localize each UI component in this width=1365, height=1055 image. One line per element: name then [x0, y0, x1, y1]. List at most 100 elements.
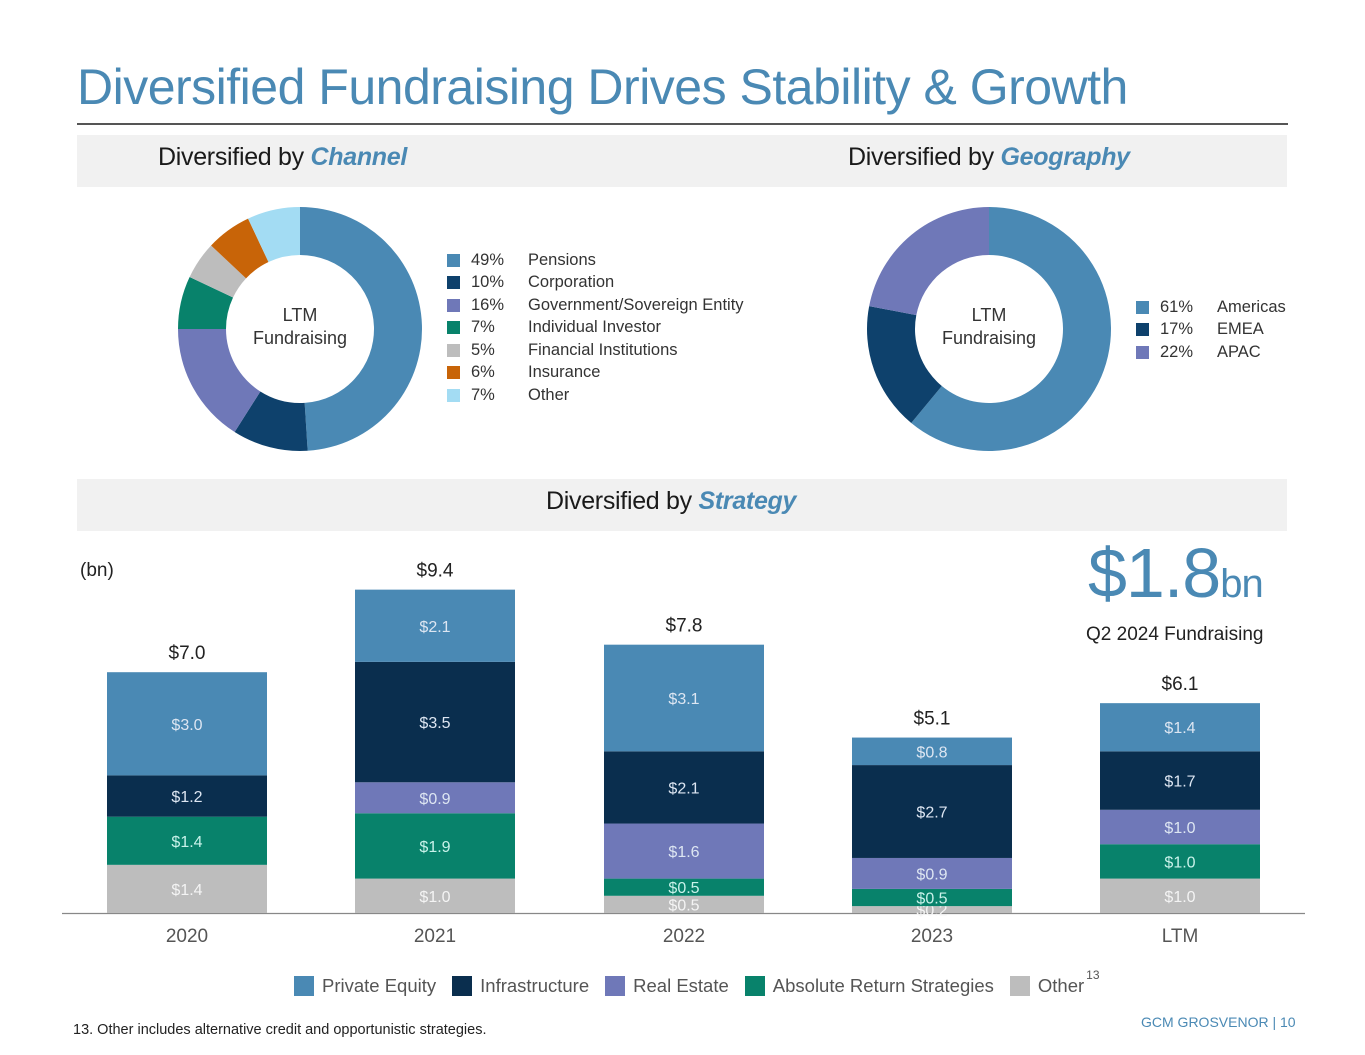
- channel-legend-item-other: 7% Other: [447, 384, 744, 407]
- legend-label: Absolute Return Strategies: [772, 975, 994, 996]
- top-section-band: [77, 135, 1287, 187]
- legend-percent: 49%: [471, 250, 505, 269]
- geography-slice-apac: [869, 207, 989, 316]
- data-label-infrastructure-2022: $2.1: [668, 780, 699, 797]
- strategy-legend-item-absolute-return-strategies: Absolute Return Strategies: [744, 975, 994, 997]
- data-label-private-equity-2023: $0.8: [916, 744, 947, 761]
- data-label-absolute-return-strategies-2022: $0.5: [668, 880, 699, 897]
- geography-slice-americas: [911, 207, 1111, 451]
- data-label-private-equity-2020: $3.0: [171, 717, 202, 734]
- legend-swatch: [447, 276, 460, 290]
- data-label-real-estate-2021: $0.9: [419, 791, 450, 808]
- legend-swatch: [1009, 976, 1030, 996]
- q2-fundraising-unit: bn: [1220, 562, 1263, 606]
- channel-legend-item-individual-investor: 7% Individual Investor: [447, 317, 744, 340]
- legend-label: Insurance: [528, 363, 601, 382]
- bar-segment-real-estate-2023: [852, 857, 1012, 889]
- legend-swatch: [447, 388, 460, 402]
- data-label-absolute-return-strategies-ltm: $1.0: [1164, 854, 1195, 871]
- x-tick-2022: 2022: [663, 926, 705, 947]
- data-label-other-2023: $0.2: [916, 903, 947, 920]
- channel-legend-item-pensions: 49% Pensions: [447, 249, 744, 272]
- x-tick-ltm: LTM: [1162, 926, 1199, 947]
- legend-label: Real Estate: [633, 975, 729, 996]
- legend-swatch: [447, 321, 460, 335]
- legend-label: Financial Institutions: [528, 340, 678, 359]
- bar-segment-other-2023: [852, 906, 1012, 913]
- bar-total-2020: $7.0: [169, 643, 206, 664]
- data-label-private-equity-ltm: $1.4: [1164, 720, 1195, 737]
- bar-segment-infrastructure-2021: [355, 661, 515, 783]
- x-tick-2020: 2020: [166, 926, 208, 947]
- legend-label: Infrastructure: [480, 975, 590, 996]
- bar-segment-private-equity-2020: [107, 672, 267, 776]
- legend-label: Other: [1037, 975, 1085, 996]
- strategy-heading-emphasis: Strategy: [698, 487, 797, 515]
- bar-total-2021: $9.4: [417, 561, 454, 582]
- legend-swatch: [452, 976, 473, 996]
- title-divider: [77, 123, 1288, 125]
- data-label-real-estate-ltm: $1.0: [1164, 820, 1195, 837]
- legend-label: APAC: [1217, 342, 1261, 361]
- geography-heading: Diversified by Geography: [848, 143, 1131, 171]
- bar-total-ltm: $6.1: [1162, 674, 1199, 695]
- legend-swatch: [447, 366, 460, 380]
- legend-swatch: [605, 976, 626, 996]
- data-label-infrastructure-2021: $3.5: [419, 715, 450, 732]
- channel-heading-emphasis: Channel: [310, 143, 408, 171]
- footnote-marker: 13: [1086, 968, 1100, 982]
- legend-swatch: [1136, 345, 1149, 359]
- bar-segment-absolute-return-strategies-2020: [107, 816, 267, 865]
- bar-segment-absolute-return-strategies-ltm: [1100, 844, 1260, 879]
- data-label-absolute-return-strategies-2021: $1.9: [419, 839, 450, 856]
- channel-slice-other: [248, 207, 300, 263]
- q2-fundraising-label: Q2 2024 Fundraising: [1086, 624, 1264, 645]
- bar-segment-absolute-return-strategies-2021: [355, 813, 515, 879]
- channel-legend-item-financial-institutions: 5% Financial Institutions: [447, 339, 744, 362]
- bar-segment-real-estate-2022: [604, 823, 764, 879]
- data-label-infrastructure-ltm: $1.7: [1164, 774, 1195, 791]
- strategy-section-band: [77, 479, 1287, 531]
- strategy-legend-item-private-equity: Private Equity: [294, 975, 436, 997]
- footer-page-label: GCM GROSVENOR | 10: [1141, 1014, 1296, 1030]
- legend-swatch: [447, 298, 460, 312]
- bar-total-2022: $7.8: [666, 616, 703, 637]
- legend-label: Government/Sovereign Entity: [528, 295, 744, 314]
- data-label-infrastructure-2020: $1.2: [171, 789, 202, 806]
- legend-percent: 16%: [471, 295, 505, 314]
- legend-label: Pensions: [528, 250, 596, 269]
- x-tick-2021: 2021: [414, 926, 456, 947]
- legend-percent: 17%: [1160, 320, 1194, 339]
- legend-percent: 10%: [471, 273, 505, 292]
- bar-segment-private-equity-2022: [604, 644, 764, 752]
- channel-donut-center-label: LTM Fundraising: [252, 305, 348, 348]
- geography-heading-emphasis: Geography: [1000, 143, 1131, 171]
- legend-percent: 6%: [471, 363, 495, 382]
- channel-legend-item-corporation: 10% Corporation: [447, 272, 744, 295]
- bar-segment-real-estate-2021: [355, 782, 515, 814]
- legend-swatch: [1136, 323, 1149, 337]
- data-label-other-ltm: $1.0: [1164, 889, 1195, 906]
- legend-percent: 5%: [471, 340, 495, 359]
- data-label-other-2020: $1.4: [171, 882, 202, 899]
- data-label-absolute-return-strategies-2020: $1.4: [171, 834, 202, 851]
- channel-donut-chart: [178, 207, 422, 451]
- channel-slice-corporation: [234, 391, 308, 451]
- x-tick-2023: 2023: [911, 926, 953, 947]
- bar-segment-infrastructure-ltm: [1100, 751, 1260, 810]
- channel-slice-pensions: [300, 207, 422, 451]
- channel-legend: 49% Pensions 10% Corporation 16% Government/S…: [447, 249, 744, 407]
- bar-segment-infrastructure-2020: [107, 775, 267, 817]
- data-label-private-equity-2021: $2.1: [419, 619, 450, 636]
- bar-segment-absolute-return-strategies-2023: [852, 888, 1012, 907]
- geography-legend-item-americas: 61% Americas: [1136, 296, 1286, 319]
- bar-segment-absolute-return-strategies-2022: [604, 878, 764, 896]
- footnote: 13. Other includes alternative credit an…: [73, 1022, 487, 1038]
- strategy-legend: Private Equity Infrastructure Real Estate A…: [294, 968, 1116, 997]
- legend-label: Individual Investor: [528, 318, 661, 337]
- channel-slice-individual-investor: [178, 277, 234, 329]
- legend-label: Americas: [1217, 297, 1286, 316]
- legend-swatch: [744, 976, 765, 996]
- bar-segment-infrastructure-2023: [852, 765, 1012, 858]
- bar-segment-private-equity-2023: [852, 737, 1012, 766]
